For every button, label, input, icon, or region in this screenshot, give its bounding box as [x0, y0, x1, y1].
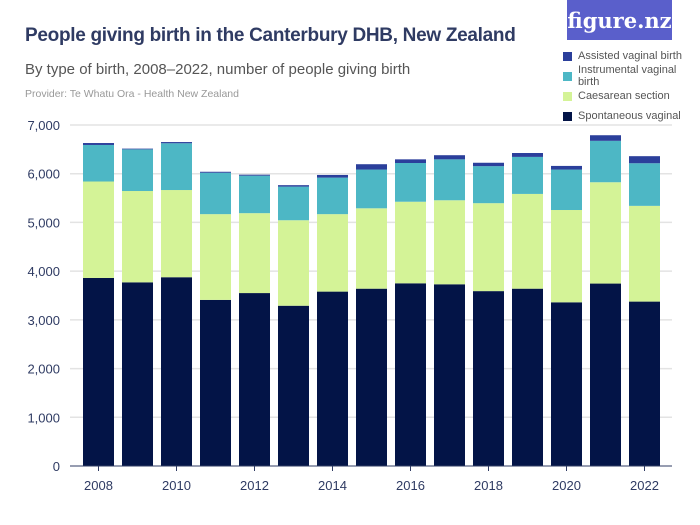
- bar-segment-assisted-vaginal-birth: [395, 159, 426, 163]
- y-tick-label: 0: [53, 459, 60, 474]
- bar-segment-caesarean-section: [590, 182, 621, 284]
- legend-label: Instrumental vaginal birth: [577, 64, 677, 88]
- bar-segment-caesarean-section: [473, 203, 504, 292]
- bar-segment-assisted-vaginal-birth: [356, 164, 387, 170]
- bar-segment-assisted-vaginal-birth: [473, 162, 504, 167]
- bar-segment-caesarean-section: [83, 181, 114, 278]
- bar-segment-spontaneous-vaginal: [395, 283, 426, 466]
- bar-segment-assisted-vaginal-birth: [317, 174, 348, 178]
- legend: Assisted vaginal birth Instrumental vagin…: [563, 46, 700, 126]
- chart-subtitle: By type of birth, 2008–2022, number of p…: [25, 61, 411, 78]
- bar-segment-caesarean-section: [512, 193, 543, 289]
- bar-segment-assisted-vaginal-birth: [161, 142, 192, 144]
- bar-segment-assisted-vaginal-birth: [512, 153, 543, 157]
- legend-swatch: [563, 51, 572, 61]
- bar-segment-spontaneous-vaginal: [161, 277, 192, 466]
- bar-segment-assisted-vaginal-birth: [239, 174, 270, 176]
- bar-segment-caesarean-section: [395, 201, 426, 284]
- legend-label: Caesarean section: [578, 90, 670, 102]
- y-tick-label: 7,000: [27, 118, 60, 133]
- legend-item: Assisted vaginal birth: [563, 46, 700, 66]
- bar-segment-instrumental-vaginal-birth: [590, 140, 621, 183]
- bar-segment-spontaneous-vaginal: [590, 283, 621, 466]
- bar-segment-instrumental-vaginal-birth: [278, 186, 309, 221]
- y-tick-label: 2,000: [27, 362, 60, 377]
- y-tick-label: 1,000: [27, 410, 60, 425]
- bar-segment-caesarean-section: [122, 191, 153, 283]
- bar-segment-spontaneous-vaginal: [83, 277, 114, 466]
- bar-segment-spontaneous-vaginal: [200, 299, 231, 466]
- chart-title: People giving birth in the Canterbury DH…: [25, 25, 516, 46]
- bar-segment-spontaneous-vaginal: [278, 305, 309, 466]
- bar-segment-caesarean-section: [629, 205, 660, 302]
- bar-segment-spontaneous-vaginal: [629, 301, 660, 466]
- x-tick-label: 2018: [474, 478, 503, 493]
- x-tick-label: 2012: [240, 478, 269, 493]
- bar-segment-caesarean-section: [551, 210, 582, 303]
- bar-segment-caesarean-section: [161, 190, 192, 278]
- y-tick-label: 3,000: [27, 313, 60, 328]
- bar-segment-caesarean-section: [239, 213, 270, 294]
- bar-segment-spontaneous-vaginal: [551, 302, 582, 466]
- bar-segment-instrumental-vaginal-birth: [122, 149, 153, 192]
- bar-segment-assisted-vaginal-birth: [551, 165, 582, 170]
- bar-segment-instrumental-vaginal-birth: [317, 177, 348, 215]
- bar-segment-instrumental-vaginal-birth: [161, 143, 192, 191]
- bar-segment-instrumental-vaginal-birth: [473, 166, 504, 204]
- y-tick-label: 5,000: [27, 215, 60, 230]
- bar-segment-instrumental-vaginal-birth: [395, 162, 426, 202]
- bar-segment-caesarean-section: [278, 220, 309, 306]
- legend-swatch: [563, 111, 572, 121]
- figure-nz-logo[interactable]: figure.nz: [567, 0, 672, 40]
- legend-swatch: [563, 91, 572, 101]
- bar-segment-instrumental-vaginal-birth: [551, 169, 582, 211]
- bar-segment-spontaneous-vaginal: [434, 284, 465, 466]
- bar-segment-assisted-vaginal-birth: [590, 135, 621, 141]
- chart-provider: Provider: Te Whatu Ora - Health New Zeal…: [25, 88, 239, 100]
- bar-segment-assisted-vaginal-birth: [278, 185, 309, 187]
- legend-item: Caesarean section: [563, 86, 700, 106]
- x-tick-label: 2020: [552, 478, 581, 493]
- bar-segment-caesarean-section: [356, 208, 387, 289]
- bar-segment-spontaneous-vaginal: [356, 288, 387, 466]
- x-tick-label: 2008: [84, 478, 113, 493]
- bar-segment-caesarean-section: [200, 214, 231, 300]
- legend-item: Instrumental vaginal birth: [563, 64, 700, 88]
- bar-segment-caesarean-section: [434, 200, 465, 285]
- legend-label: Spontaneous vaginal: [578, 110, 681, 122]
- bar-segment-instrumental-vaginal-birth: [434, 159, 465, 201]
- bar-segment-assisted-vaginal-birth: [629, 156, 660, 164]
- x-tick-label: 2022: [630, 478, 659, 493]
- bar-segment-spontaneous-vaginal: [512, 288, 543, 466]
- bar-segment-instrumental-vaginal-birth: [512, 156, 543, 194]
- bar-segment-instrumental-vaginal-birth: [629, 163, 660, 206]
- bar-segment-instrumental-vaginal-birth: [239, 175, 270, 214]
- y-tick-label: 4,000: [27, 264, 60, 279]
- bar-segment-instrumental-vaginal-birth: [356, 169, 387, 209]
- x-tick-label: 2014: [318, 478, 347, 493]
- x-tick-label: 2010: [162, 478, 191, 493]
- bar-segment-spontaneous-vaginal: [473, 291, 504, 466]
- bar-segment-spontaneous-vaginal: [317, 291, 348, 466]
- y-tick-label: 6,000: [27, 167, 60, 182]
- bar-segment-instrumental-vaginal-birth: [83, 144, 114, 182]
- bar-segment-spontaneous-vaginal: [122, 282, 153, 466]
- bar-segment-instrumental-vaginal-birth: [200, 172, 231, 215]
- bar-segment-caesarean-section: [317, 214, 348, 292]
- legend-label: Assisted vaginal birth: [578, 50, 682, 62]
- bar-segment-assisted-vaginal-birth: [200, 171, 231, 173]
- bar-segment-spontaneous-vaginal: [239, 293, 270, 466]
- legend-swatch: [563, 71, 572, 81]
- x-tick-label: 2016: [396, 478, 425, 493]
- bar-segment-assisted-vaginal-birth: [122, 148, 153, 150]
- bar-segment-assisted-vaginal-birth: [434, 155, 465, 160]
- bar-segment-assisted-vaginal-birth: [83, 143, 114, 145]
- legend-item: Spontaneous vaginal: [563, 106, 700, 126]
